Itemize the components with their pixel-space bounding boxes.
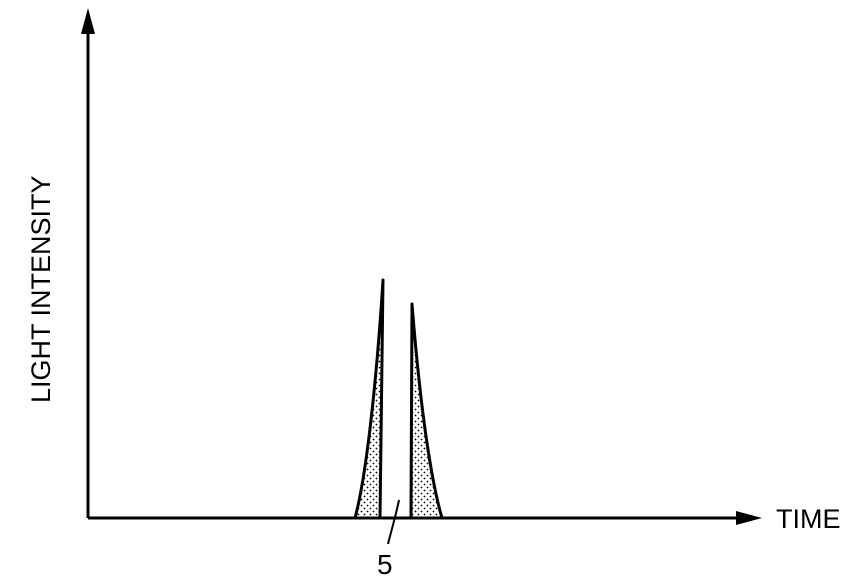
y-axis-label: LIGHT INTENSITY — [26, 175, 56, 403]
reference-leader-line — [387, 499, 400, 545]
right-pulse — [409, 302, 444, 519]
x-axis-arrowhead — [736, 511, 762, 525]
reference-numeral: 5 — [377, 549, 393, 580]
y-axis — [81, 8, 95, 518]
x-axis-label: TIME — [776, 504, 841, 534]
y-axis-arrowhead — [81, 8, 95, 34]
left-pulse — [353, 278, 385, 519]
